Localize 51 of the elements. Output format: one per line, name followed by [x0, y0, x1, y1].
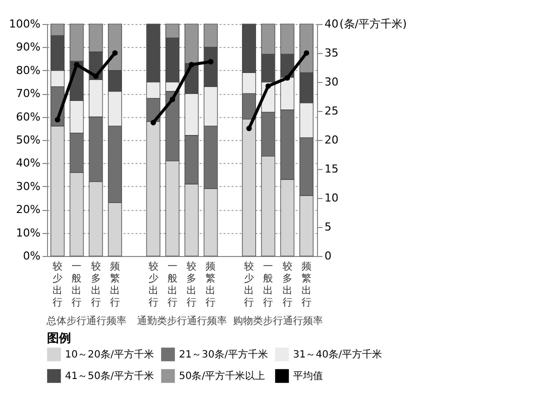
point	[93, 73, 99, 79]
point	[246, 126, 252, 132]
y2-tick-label: 40	[324, 18, 338, 30]
y-tick-label: 30%	[16, 180, 40, 193]
point	[304, 50, 310, 56]
legend-title: 图例	[47, 331, 71, 345]
y-tick-label: 60%	[16, 110, 40, 124]
x-tick-label: 较多出行	[90, 260, 101, 308]
y2-tick-label: 10	[324, 192, 338, 204]
y-tick-label: 40%	[16, 156, 40, 170]
x-tick-label: 一般出行	[167, 262, 178, 308]
point	[265, 83, 271, 89]
legend-label: 21～30条/平方千米	[179, 348, 268, 360]
y-tick-label: 100%	[9, 18, 40, 30]
x-tick-label: 较多出行	[186, 260, 197, 308]
y2-axis-title: (条/平方千米)	[340, 18, 407, 30]
x-tick-label: 一般出行	[72, 262, 82, 308]
legend-label: 31～40条/平方千米	[293, 348, 382, 360]
y2-tick-label: 5	[324, 220, 332, 234]
y-tick-label: 90%	[16, 40, 40, 54]
x-tick-label: 一般出行	[263, 262, 274, 308]
y-tick-label: 50%	[16, 134, 40, 146]
point	[284, 75, 290, 81]
y2-tick-label: 25	[324, 104, 338, 118]
legend-label: 10～20条/平方千米	[65, 348, 154, 360]
x-tick-label: 较少出行	[244, 260, 254, 308]
legend-label: 50条/平方千米以上	[179, 370, 266, 382]
y2-tick-label: 35	[324, 46, 338, 60]
y-tick-label: 0%	[23, 250, 40, 262]
y-tick-label: 70%	[16, 87, 40, 100]
y2-tick-label: 20	[324, 134, 338, 146]
text: 通勤类步行通行频率	[137, 315, 228, 327]
x-tick-label: 频繁出行	[301, 260, 312, 308]
legend-label: 41～50条/平方千米	[65, 370, 154, 382]
y-tick-label: 80%	[16, 64, 40, 77]
x-tick-label: 较多出行	[282, 260, 292, 308]
text: 购物类步行通行频率	[232, 315, 323, 327]
x-tick-label: 较少出行	[52, 260, 63, 308]
point	[54, 116, 60, 122]
x-tick-label: 频繁出行	[206, 260, 216, 308]
y-tick-label: 10%	[16, 226, 40, 240]
x-tick-label: 频繁出行	[110, 260, 120, 308]
y2-tick-label: 30	[324, 76, 338, 88]
point	[112, 50, 118, 56]
y-tick-label: 20%	[16, 203, 40, 216]
text: 总体步行通行频率	[45, 315, 126, 327]
y2-tick-label: 15	[324, 162, 338, 176]
point	[74, 62, 80, 68]
y2-tick-label: 0	[324, 250, 332, 262]
x-tick-label: 较少出行	[148, 260, 158, 308]
legend-label: 平均值	[293, 370, 323, 382]
